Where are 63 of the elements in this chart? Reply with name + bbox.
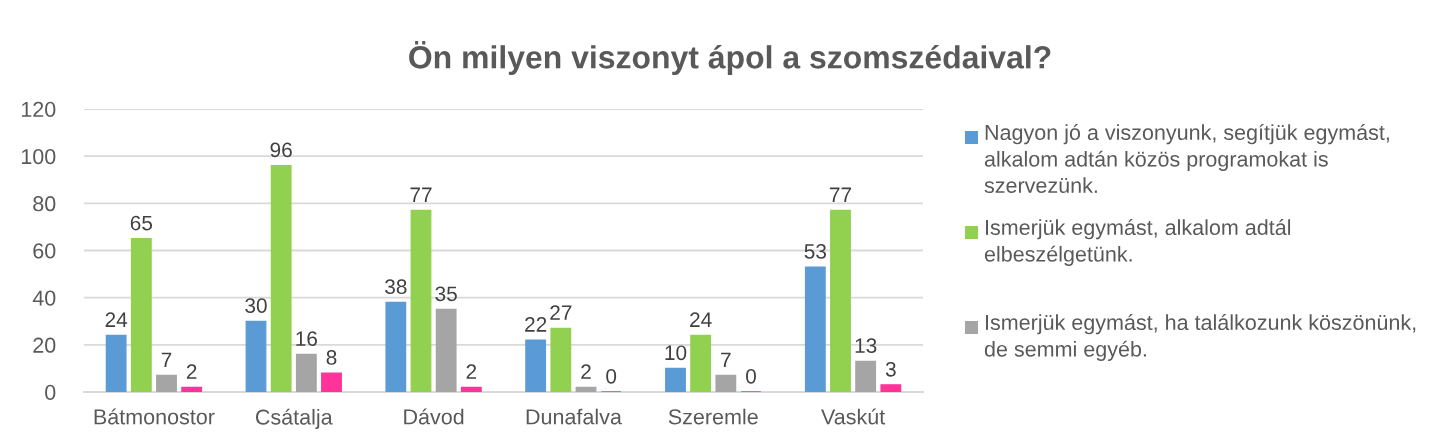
data-label: 2 (466, 364, 477, 379)
data-label: 96 (270, 142, 292, 158)
data-label: 27 (550, 305, 572, 320)
y-tick-label: 80 (33, 196, 56, 212)
bar (575, 386, 597, 392)
data-label: 65 (130, 215, 153, 231)
data-label: 77 (829, 187, 852, 202)
legend-label: Nagyon jó a viszonyunk, segítjük egymást, alkalom adtán közös programokat is szervezünk. (984, 124, 1389, 194)
data-label: 16 (296, 331, 318, 346)
data-label: 77 (410, 187, 432, 202)
data-label: 38 (385, 279, 407, 295)
y-tick-label: 120 (21, 101, 56, 118)
data-label: 8 (326, 350, 337, 365)
bar (525, 339, 547, 392)
data-label: 24 (690, 312, 712, 327)
data-label: 10 (665, 345, 687, 361)
bar (830, 209, 851, 392)
data-label: 0 (606, 368, 617, 384)
x-tick-label: Szeremle (668, 408, 758, 425)
bar (715, 374, 737, 392)
y-tick-label: 0 (45, 384, 56, 401)
bar (460, 386, 482, 392)
bar (435, 308, 457, 392)
data-label: 53 (804, 243, 826, 259)
data-label: 13 (855, 338, 877, 354)
bar (410, 209, 432, 392)
bar (181, 386, 203, 392)
data-label: 24 (105, 312, 128, 327)
legend-label: Ismerjük egymást, alkalom adtál elbeszélgetünk. (984, 219, 1291, 266)
data-label: 22 (525, 317, 547, 332)
bar (804, 266, 826, 392)
x-tick-label: Bátmonostor (94, 408, 215, 425)
bar (665, 367, 686, 392)
bar (105, 334, 127, 392)
x-tick-label: Vaskút (821, 408, 886, 425)
x-tick-label: Dávod (404, 408, 464, 425)
bar (245, 320, 267, 392)
bar (156, 374, 177, 392)
y-tick-label: 20 (33, 337, 56, 353)
bar (690, 334, 712, 392)
bar (270, 164, 292, 392)
y-tick-label: 100 (21, 148, 56, 165)
data-label: 35 (435, 286, 457, 302)
bar (880, 384, 902, 392)
legend-label: Ismerjük egymást, ha találkozunk köszönünk, de semmi egyéb. (984, 314, 1416, 361)
bar (130, 238, 152, 392)
x-tick-label: Csátalja (255, 408, 333, 429)
data-label: 0 (746, 368, 756, 384)
chart-title: Ön milyen viszonyt ápol a szomszédaival? (409, 41, 1051, 75)
y-tick-label: 60 (33, 243, 56, 259)
bar (855, 360, 877, 392)
bar (295, 353, 317, 392)
x-tick-label: Dunafalva (526, 408, 622, 425)
data-label: 2 (581, 364, 591, 379)
bar (385, 301, 407, 392)
data-label: 7 (161, 352, 172, 367)
data-label: 3 (885, 361, 896, 377)
data-label: 2 (186, 364, 197, 379)
data-label: 7 (721, 352, 731, 367)
bar (550, 327, 572, 392)
y-tick-label: 40 (32, 290, 56, 306)
data-label: 30 (245, 298, 267, 313)
bar (321, 372, 342, 392)
